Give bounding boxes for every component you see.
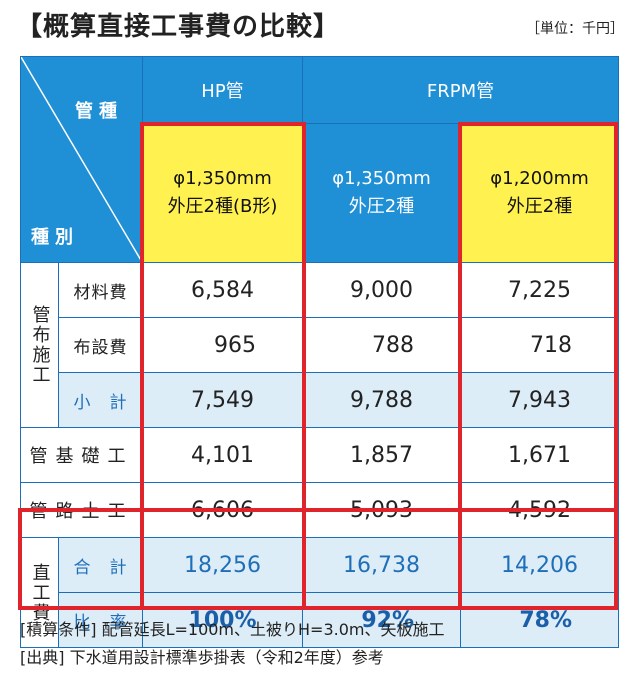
- cell-value: 9,788: [302, 372, 461, 428]
- cell-value: 7,225: [460, 262, 619, 318]
- row-label: 比 率: [58, 592, 143, 648]
- cell-value: 788: [302, 317, 461, 373]
- row-label: 布設費: [58, 317, 143, 373]
- header-kanshu: 管種: [75, 101, 123, 122]
- pipe-spec-frpm-1350: φ1,350mm 外圧2種: [302, 123, 461, 263]
- cell-value: 18,256: [142, 537, 303, 593]
- row-label: 管基礎工: [20, 427, 143, 483]
- note-source: [出典] 下水道用設計標準歩掛表（令和2年度）参考: [20, 648, 384, 667]
- header-corner: 管種 種別: [20, 56, 143, 263]
- table-row: 小 計 7,549 9,788 7,943: [20, 372, 619, 428]
- corner-diagonal: [21, 57, 142, 262]
- cell-value: 5,093: [302, 482, 461, 538]
- comparison-table: 管種 種別 HP管 FRPM管 φ1,350mm 外圧2種(B形) φ1,350…: [20, 56, 619, 648]
- row-label: 小 計: [58, 372, 143, 428]
- pipe-spec-hp: φ1,350mm 外圧2種(B形): [142, 123, 303, 263]
- table-row: 管基礎工 4,101 1,857 1,671: [20, 427, 619, 483]
- cell-value: 7,943: [460, 372, 619, 428]
- table-row: 布設費 965 788 718: [21, 317, 619, 373]
- cell-value: 7,549: [142, 372, 303, 428]
- pipe-spec-frpm-1200: φ1,200mm 外圧2種: [460, 123, 619, 263]
- table-row: 直工費 合 計 18,256 16,738 14,206: [20, 537, 619, 648]
- cell-value: 16,738: [302, 537, 461, 593]
- page-title: 【概算直接工事費の比較】: [16, 12, 341, 42]
- cell-value: 4,592: [460, 482, 619, 538]
- cell-value: 9,000: [302, 262, 461, 318]
- row-label: 材料費: [58, 262, 143, 318]
- cell-value: 6,584: [142, 262, 303, 318]
- cell-value: 14,206: [460, 537, 619, 593]
- cell-value: 6,606: [142, 482, 303, 538]
- cell-value: 1,857: [302, 427, 461, 483]
- unit-label: ［単位：千円］: [526, 21, 624, 37]
- cell-value: 100%: [142, 592, 303, 648]
- group-kanfu: 管布施工: [20, 262, 59, 428]
- table-row: 管布施工 材料費 6,584 9,000 7,225: [20, 262, 619, 428]
- table-row: 比 率 100% 92% 78%: [21, 592, 619, 648]
- cell-value: 92%: [302, 592, 461, 648]
- row-label: 管路土工: [20, 482, 143, 538]
- group-hp: HP管: [142, 56, 303, 124]
- note-conditions: [積算条件] 配管延長L=100m、土被りH=3.0m、矢板施工: [20, 620, 445, 639]
- cell-value: 78%: [460, 592, 619, 648]
- cell-value: 4,101: [142, 427, 303, 483]
- row-label: 合 計: [58, 537, 143, 593]
- group-frpm: FRPM管: [302, 56, 619, 124]
- cell-value: 718: [460, 317, 619, 373]
- table-row: 管路土工 6,606 5,093 4,592: [20, 482, 619, 538]
- header-shubetsu: 種別: [31, 227, 79, 248]
- cell-value: 965: [142, 317, 303, 373]
- cell-value: 1,671: [460, 427, 619, 483]
